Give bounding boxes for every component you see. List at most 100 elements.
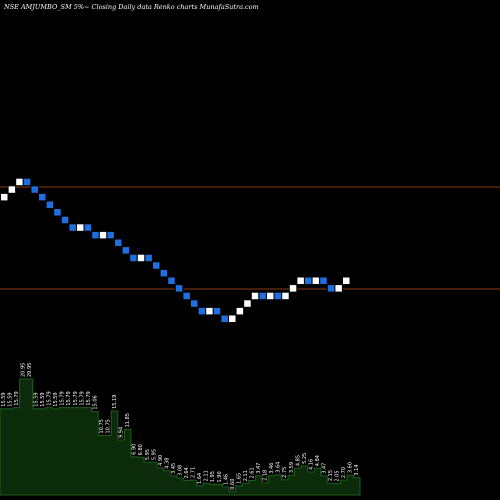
brick-down [22, 177, 32, 187]
brick-up [266, 291, 275, 301]
volume-label: 2.75 [282, 467, 288, 478]
volume-label: 2.05 [335, 470, 341, 481]
volume-label: 5.25 [302, 453, 308, 464]
volume-label: 6.80 [138, 444, 144, 455]
brick-down [152, 261, 161, 270]
brick-down [129, 253, 138, 263]
volume-label: 3.47 [322, 463, 328, 474]
brick-up [76, 223, 85, 232]
volume-label: 2.15 [328, 470, 334, 481]
volume-label: 1.65 [236, 473, 242, 484]
brick-down [212, 306, 222, 316]
brick-down [106, 230, 115, 240]
volume-label: 6.90 [132, 444, 138, 455]
volume-label: 4.85 [295, 455, 301, 466]
volume-label: 15.79 [14, 391, 20, 405]
volume-label: 15.79 [86, 391, 92, 405]
brick-up [228, 314, 237, 323]
volume-label: 4.84 [315, 455, 321, 466]
brick-down [326, 284, 336, 293]
volume-label: 15.79 [73, 391, 79, 405]
brick-up [311, 276, 321, 285]
brick-down [197, 306, 207, 316]
volume-label: 1.95 [210, 471, 216, 482]
brick-down [174, 284, 184, 293]
volume-label: 4.38 [164, 458, 170, 469]
brick-down [220, 314, 229, 323]
volume-label: 15.06 [92, 395, 98, 409]
volume-label: 15.79 [79, 391, 85, 405]
volume-label: 11.85 [125, 413, 131, 427]
volume-label: 3.46 [269, 463, 275, 474]
brick-up [281, 291, 290, 301]
volume-label: 2.11 [243, 470, 249, 481]
volume-label: 2.64 [184, 467, 190, 478]
brick-down [121, 246, 131, 255]
volume-label: 3.64 [276, 462, 282, 473]
volume-label: 2.61 [250, 467, 256, 478]
volume-label: 3.59 [289, 462, 295, 473]
brick-down [258, 291, 267, 301]
chart-title: NSE AMJUMBO_SM 5%~ Closing Daily data Re… [3, 3, 259, 11]
volume-label: 2.11 [204, 470, 210, 481]
brick-up [98, 230, 108, 240]
volume-label: 15.79 [47, 391, 53, 405]
volume-label: 20.95 [20, 363, 26, 377]
brick-down [114, 238, 123, 247]
volume-label: 1.64 [197, 473, 203, 484]
volume-label: 3.60 [348, 462, 354, 473]
brick-up [205, 306, 214, 316]
brick-up [0, 192, 9, 202]
brick-down [144, 253, 153, 263]
volume-label: 2.71 [191, 467, 197, 478]
brick-down [68, 223, 77, 232]
volume-label: 1.46 [223, 474, 229, 485]
brick-up [7, 185, 17, 194]
brick-down [182, 291, 191, 301]
brick-down [30, 185, 39, 194]
volume-label: 4.90 [158, 455, 164, 466]
volume-label: 10.75 [99, 419, 105, 433]
brick-up [342, 276, 351, 285]
volume-label: 15.59 [34, 392, 40, 406]
brick-up [15, 177, 24, 187]
brick-down [60, 215, 70, 225]
volume-label: 15.59 [53, 392, 59, 406]
volume-label: 2.18 [263, 470, 269, 481]
volume-label: 15.19 [112, 395, 118, 409]
brick-up [235, 306, 245, 316]
volume-label: 3.08 [178, 465, 184, 476]
brick-down [45, 200, 55, 209]
brick-up [136, 253, 146, 263]
brick-up [334, 284, 343, 293]
brick-down [273, 291, 283, 301]
volume-label: 15.59 [1, 392, 7, 406]
volume-label: 5.95 [151, 449, 157, 460]
volume-label: 2.70 [341, 467, 347, 478]
price-levels [0, 186, 500, 290]
volume-label: 15.59 [40, 392, 46, 406]
brick-up [243, 299, 252, 308]
brick-down [83, 223, 93, 232]
volume-label: 15.79 [60, 391, 66, 405]
volume-label: 5.95 [145, 449, 151, 460]
brick-down [53, 208, 62, 217]
brick-up [296, 276, 305, 285]
volume-label: 1.90 [217, 471, 223, 482]
brick-down [319, 276, 328, 285]
brick-down [304, 276, 313, 285]
volume-label: 3.47 [256, 463, 262, 474]
brick-down [159, 268, 169, 278]
volume-label: 0.60 [230, 479, 236, 490]
brick-up [288, 284, 298, 293]
volume-label: 4.16 [308, 459, 314, 470]
brick-down [91, 230, 100, 240]
volume-label: 10.75 [106, 419, 112, 433]
volume-label: 3.14 [354, 464, 360, 475]
volume-label: 15.79 [66, 391, 72, 405]
volume-label: 20.95 [27, 363, 33, 377]
volume-label: 9.94 [119, 427, 125, 438]
brick-down [167, 276, 176, 285]
